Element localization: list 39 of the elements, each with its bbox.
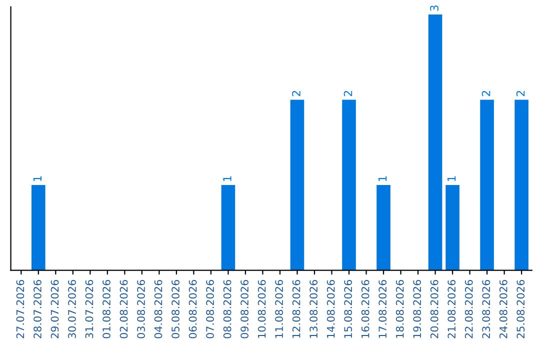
x-tick-label: 09.08.2026 bbox=[240, 280, 248, 338]
data-label: 2 bbox=[482, 91, 490, 96]
x-tick-label: 10.08.2026 bbox=[258, 280, 266, 338]
data-label: 1 bbox=[33, 176, 42, 182]
data-label: 1 bbox=[447, 176, 456, 182]
data-label: 2 bbox=[292, 91, 300, 96]
x-tick-label: 11.08.2026 bbox=[275, 280, 283, 338]
x-tick-label: 06.08.2026 bbox=[188, 280, 197, 338]
data-label: 3 bbox=[430, 6, 438, 11]
x-tick-label: 20.08.2026 bbox=[430, 280, 438, 338]
x-tick-label: 21.08.2026 bbox=[448, 280, 456, 338]
x-tick-label: 30.07.2026 bbox=[68, 280, 76, 338]
data-label: 1 bbox=[223, 176, 232, 182]
x-tick-label: 27.07.2026 bbox=[16, 280, 24, 338]
x-tick-label: 18.08.2026 bbox=[396, 280, 404, 338]
x-tick-label: 13.08.2026 bbox=[310, 280, 318, 338]
x-tick-label: 16.08.2026 bbox=[361, 280, 370, 338]
x-tick-label: 01.08.2026 bbox=[102, 280, 110, 338]
x-tick-label: 04.08.2026 bbox=[154, 280, 162, 338]
x-tick-label: 08.08.2026 bbox=[223, 280, 232, 338]
x-tick-label: 31.07.2026 bbox=[85, 280, 94, 338]
data-label: 2 bbox=[344, 91, 352, 96]
x-tick-label: 29.07.2026 bbox=[50, 280, 59, 338]
x-tick-label: 02.08.2026 bbox=[120, 280, 128, 338]
x-tick-label: 19.08.2026 bbox=[413, 280, 422, 338]
x-tick-label: 14.08.2026 bbox=[326, 280, 335, 338]
x-tick-label: 07.08.2026 bbox=[206, 280, 214, 338]
x-tick-label: 05.08.2026 bbox=[172, 280, 180, 338]
data-label: 1 bbox=[378, 176, 387, 182]
x-tick-label: 25.08.2026 bbox=[516, 280, 525, 338]
x-tick-label: 22.08.2026 bbox=[464, 280, 473, 338]
x-tick-label: 03.08.2026 bbox=[137, 280, 145, 338]
x-tick-label: 12.08.2026 bbox=[292, 280, 300, 338]
data-label: 2 bbox=[516, 91, 525, 96]
x-tick-label: 23.08.2026 bbox=[482, 280, 490, 338]
x-tick-label: 17.08.2026 bbox=[378, 280, 387, 338]
x-tick-label: 15.08.2026 bbox=[344, 280, 352, 338]
x-tick-label: 24.08.2026 bbox=[499, 280, 508, 338]
x-tick-label: 28.07.2026 bbox=[34, 280, 42, 338]
